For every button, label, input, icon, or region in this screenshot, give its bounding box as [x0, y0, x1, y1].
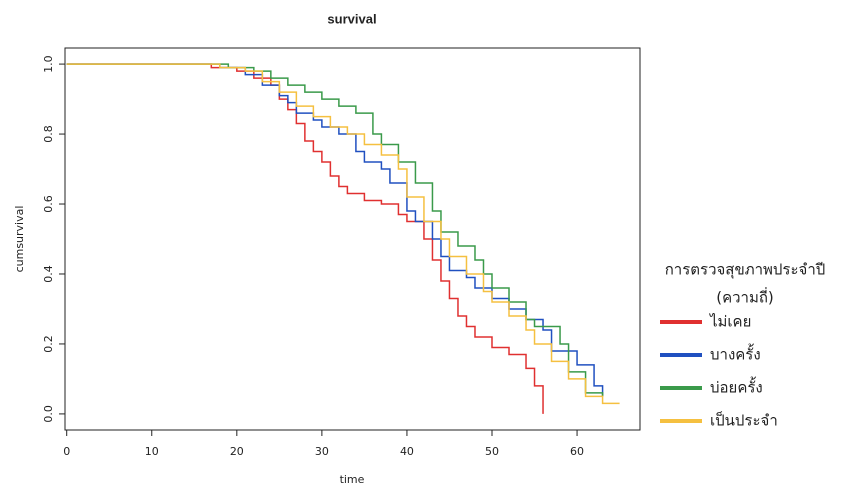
legend-label: เป็นประจำ	[710, 411, 778, 430]
y-axis-label: cumsurvival	[13, 206, 26, 273]
chart: survival time cumsurvival การตรวจสุขภาพป…	[0, 0, 847, 487]
x-tick-label: 30	[315, 445, 329, 458]
y-tick-label: 0.8	[42, 125, 55, 143]
x-tick-label: 20	[230, 445, 244, 458]
survival-line	[67, 64, 603, 396]
chart-title: survival	[327, 11, 376, 26]
legend-title: (ความถี่)	[716, 287, 774, 307]
y-tick-label: 1.0	[42, 55, 55, 73]
legend-label: บางครั้ง	[710, 344, 761, 364]
survival-line	[67, 64, 620, 403]
x-tick-label: 40	[400, 445, 414, 458]
x-tick-label: 60	[570, 445, 584, 458]
legend-title: การตรวจสุขภาพประจำปี	[665, 261, 826, 280]
legend-label: บ่อยครั้ง	[710, 377, 763, 397]
x-tick-label: 50	[485, 445, 499, 458]
x-tick-label: 10	[145, 445, 159, 458]
y-tick-label: 0.4	[42, 265, 55, 283]
plot-frame	[65, 48, 640, 430]
survival-line	[67, 64, 543, 414]
x-tick-label: 0	[63, 445, 70, 458]
x-axis-label: time	[340, 473, 365, 486]
y-tick-label: 0.0	[42, 405, 55, 423]
legend-label: ไม่เคย	[709, 313, 751, 331]
y-tick-label: 0.2	[42, 335, 55, 353]
survival-line	[67, 64, 603, 396]
y-tick-label: 0.6	[42, 195, 55, 213]
